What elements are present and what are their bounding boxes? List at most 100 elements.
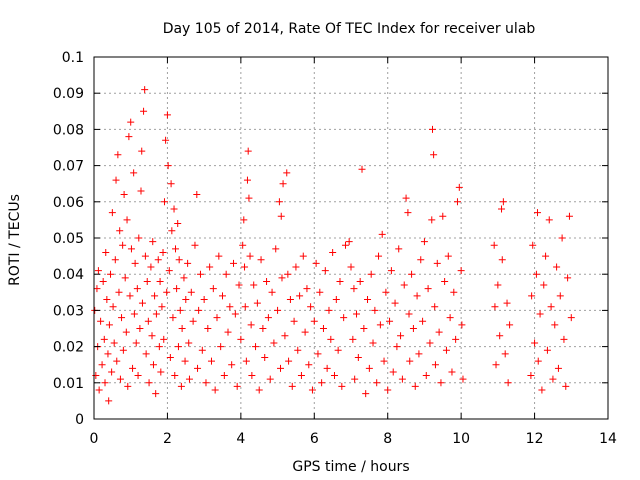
x-axis-label: GPS time / hours <box>292 459 409 475</box>
data-point <box>354 353 362 361</box>
data-point <box>285 357 293 365</box>
data-point <box>246 252 254 260</box>
data-point <box>334 346 342 354</box>
data-point <box>406 357 414 365</box>
data-point <box>543 346 551 354</box>
data-point <box>98 361 106 369</box>
data-point <box>255 386 263 394</box>
data-point <box>536 310 544 318</box>
data-point <box>145 379 153 387</box>
data-point <box>224 328 232 336</box>
x-tick-label: 12 <box>526 431 544 447</box>
data-point <box>353 310 361 318</box>
data-point <box>147 263 155 271</box>
data-point <box>217 343 225 351</box>
data-point <box>316 288 324 296</box>
data-point <box>318 379 326 387</box>
data-point <box>171 372 179 380</box>
data-point <box>110 339 118 347</box>
data-point <box>319 325 327 332</box>
data-point <box>141 252 149 260</box>
data-point <box>303 285 311 293</box>
data-point <box>155 343 163 351</box>
data-point <box>144 317 152 325</box>
data-point <box>149 238 157 246</box>
data-point <box>380 357 388 365</box>
data-point <box>166 353 174 361</box>
data-point <box>175 256 183 264</box>
data-point <box>338 382 346 390</box>
data-point <box>130 310 138 318</box>
data-point <box>278 274 286 282</box>
data-point <box>498 205 506 213</box>
data-point <box>226 303 234 311</box>
data-point <box>277 212 285 220</box>
data-point <box>340 314 348 322</box>
data-point <box>240 216 248 224</box>
data-point <box>109 303 117 311</box>
data-point <box>417 256 425 264</box>
data-point <box>103 296 111 304</box>
data-point <box>239 241 247 249</box>
data-point <box>168 227 176 235</box>
y-tick-label: 0.07 <box>53 159 84 175</box>
data-point <box>174 220 182 228</box>
data-point <box>170 205 178 213</box>
data-point <box>296 292 304 300</box>
data-point <box>120 191 128 199</box>
data-point <box>567 314 575 322</box>
y-tick-label: 0 <box>75 412 84 428</box>
data-point <box>492 361 500 369</box>
data-point <box>136 325 144 332</box>
data-point <box>95 386 103 394</box>
data-point <box>553 263 561 271</box>
data-point <box>248 372 256 380</box>
data-point <box>122 328 130 336</box>
data-point <box>299 252 307 260</box>
data-point <box>176 306 184 314</box>
data-point <box>135 234 143 242</box>
data-point <box>245 194 253 202</box>
data-point <box>235 281 243 289</box>
data-point <box>165 267 173 275</box>
data-point <box>549 375 557 383</box>
data-point <box>162 136 170 144</box>
data-point <box>100 335 108 343</box>
data-point <box>159 248 167 256</box>
data-point <box>360 325 368 332</box>
data-point <box>230 259 238 267</box>
y-tick-labels: 0 0.01 0.02 0.03 0.04 0.05 0.06 0.07 0.08 0.09 0.1 <box>53 50 84 428</box>
data-point <box>441 277 449 285</box>
data-point <box>371 306 379 314</box>
data-point <box>253 299 261 307</box>
data-point <box>266 375 274 383</box>
data-point <box>259 325 267 332</box>
data-point <box>562 382 570 390</box>
data-point <box>386 317 394 325</box>
data-point <box>140 107 148 115</box>
data-point <box>422 372 430 380</box>
data-point <box>351 375 359 383</box>
data-point <box>301 328 309 336</box>
data-point <box>395 245 403 253</box>
data-point <box>527 372 535 380</box>
data-point <box>178 325 186 332</box>
data-point <box>138 147 146 155</box>
data-point <box>231 310 239 318</box>
data-point <box>241 303 249 311</box>
data-point <box>157 368 165 376</box>
data-point <box>101 379 109 387</box>
data-point <box>130 169 138 177</box>
x-tick-labels: 0 2 4 6 8 10 12 14 <box>90 431 617 447</box>
data-point <box>307 303 315 311</box>
data-point <box>367 270 375 278</box>
data-point <box>431 361 439 369</box>
y-tick-label: 0.08 <box>53 122 84 138</box>
data-point <box>437 379 445 387</box>
data-point <box>112 176 120 184</box>
data-point <box>184 259 192 267</box>
data-point <box>323 364 331 372</box>
y-tick-label: 0.02 <box>53 340 84 356</box>
data-point <box>268 288 276 296</box>
data-point <box>538 386 546 394</box>
